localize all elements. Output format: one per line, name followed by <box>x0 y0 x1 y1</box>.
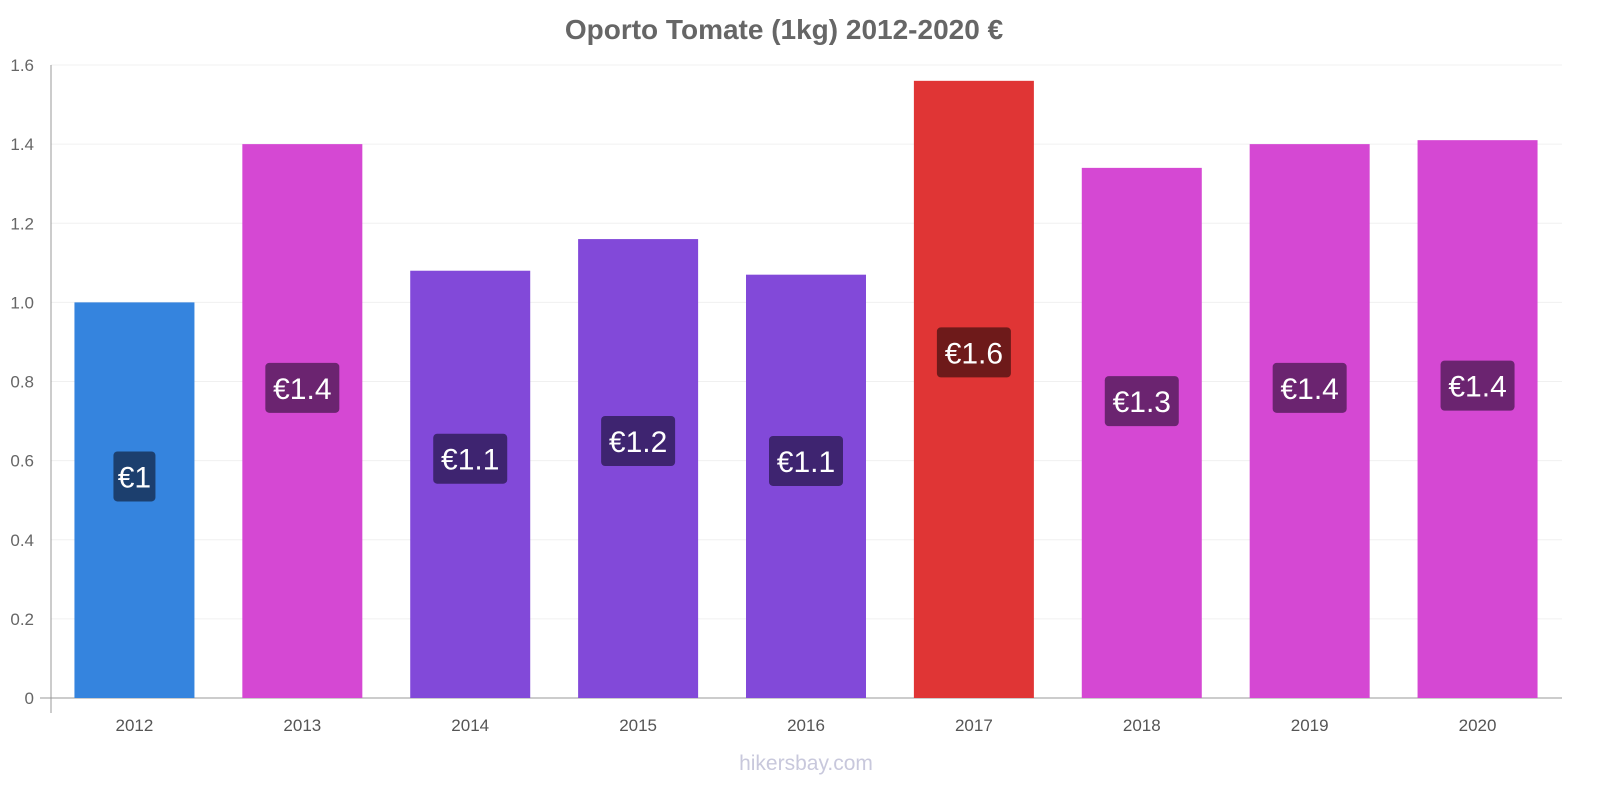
y-tick-label: 0 <box>25 689 34 708</box>
data-label-bg <box>1272 362 1347 413</box>
data-label: €1.3 <box>1113 386 1171 419</box>
x-tick-label: 2018 <box>1123 716 1161 735</box>
y-tick-label: 1.4 <box>10 135 34 154</box>
data-label: €1.2 <box>609 426 667 459</box>
bar-2018 <box>1081 167 1202 699</box>
data-label-bg <box>1440 360 1515 411</box>
x-tick-label: 2015 <box>619 716 657 735</box>
bar-2016 <box>746 274 866 698</box>
bar-2017 <box>913 80 1034 698</box>
x-tick-label: 2012 <box>116 716 154 735</box>
y-tick-label: 0.2 <box>10 610 34 629</box>
data-label-bg <box>433 433 508 484</box>
bar-2020 <box>1417 140 1538 698</box>
watermark: hikersbay.com <box>739 752 873 775</box>
y-tick-label: 1.0 <box>10 293 34 312</box>
x-tick-label: 2016 <box>787 716 825 735</box>
data-label-bg <box>1104 376 1179 427</box>
data-label-bg <box>601 416 676 467</box>
bar-2014 <box>410 270 531 698</box>
data-label-bg <box>113 451 156 502</box>
bar-2013 <box>242 144 363 698</box>
x-tick-label: 2013 <box>283 716 321 735</box>
y-tick-label: 0.8 <box>10 373 34 392</box>
y-tick-label: 0.4 <box>10 531 34 550</box>
y-tick-label: 1.6 <box>10 56 34 75</box>
bar-2015 <box>578 239 699 698</box>
data-label-bg <box>769 435 843 486</box>
x-tick-label: 2020 <box>1459 716 1497 735</box>
y-tick-label: 1.2 <box>10 214 34 233</box>
bar-2019 <box>1249 144 1370 698</box>
data-label-bg <box>265 362 340 413</box>
x-tick-label: 2017 <box>955 716 993 735</box>
data-label: €1.6 <box>945 337 1003 370</box>
data-label: €1.4 <box>1280 373 1338 406</box>
x-tick-label: 2014 <box>451 716 489 735</box>
x-tick-label: 2019 <box>1291 716 1329 735</box>
chart-title: Oporto Tomate (1kg) 2012-2020 € <box>564 14 1004 45</box>
y-tick-label: 0.6 <box>10 452 34 471</box>
data-label-bg <box>936 327 1011 378</box>
data-label: €1.4 <box>273 373 331 406</box>
data-label: €1.4 <box>1448 371 1506 404</box>
data-label: €1.1 <box>441 444 499 477</box>
data-label: €1 <box>118 461 151 494</box>
data-label: €1.1 <box>777 446 835 479</box>
